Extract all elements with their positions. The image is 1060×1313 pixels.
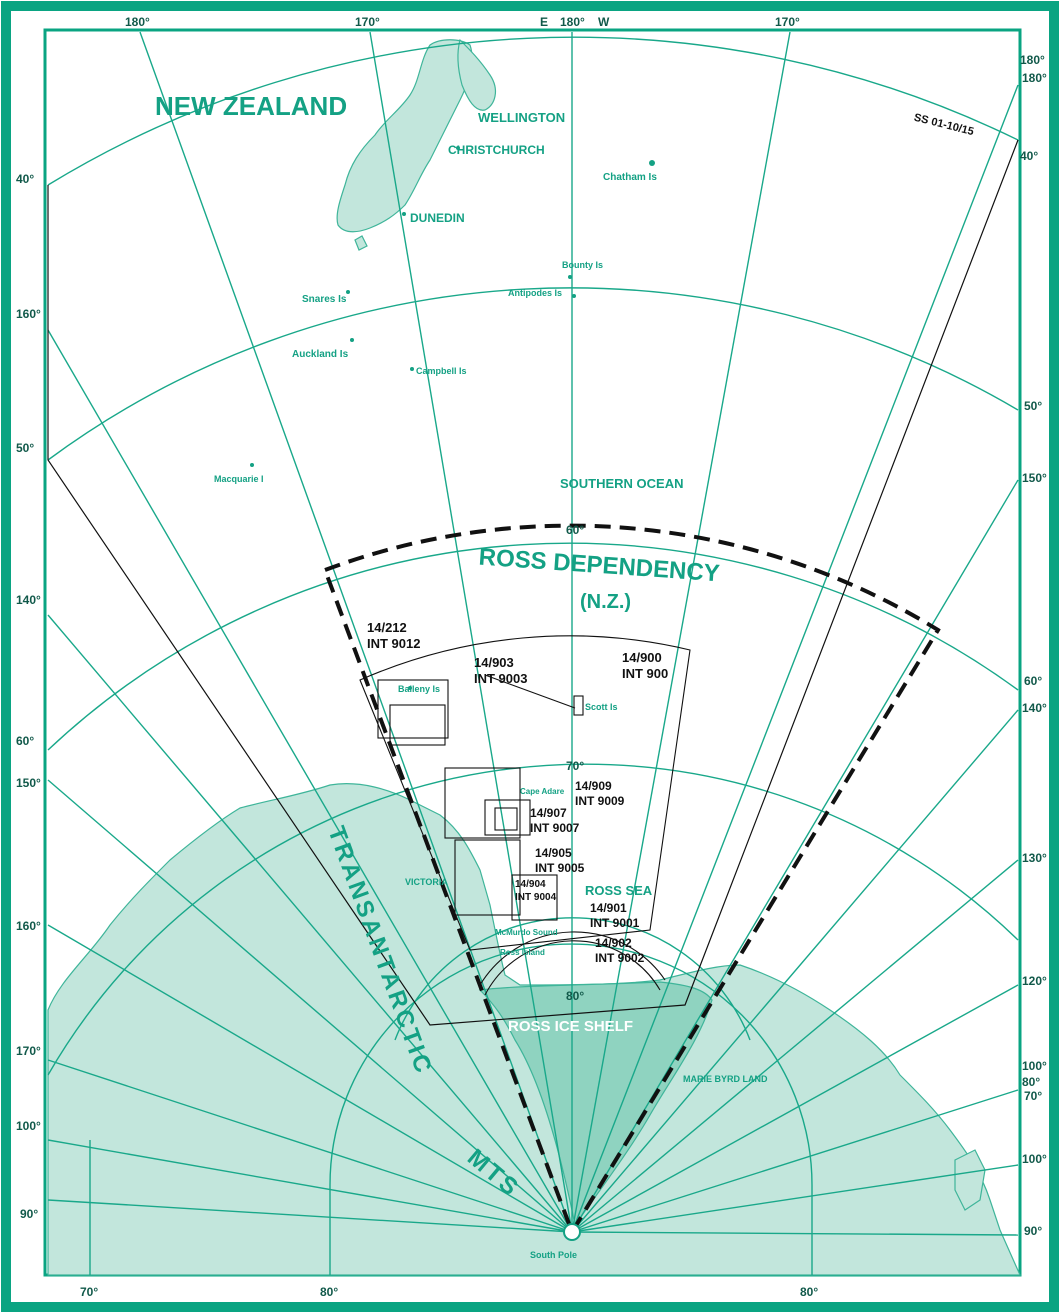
- label-sheet: 14/212: [367, 620, 407, 635]
- inner-lat-label: 60°: [566, 523, 584, 537]
- left-tick-label: 100°: [16, 1119, 41, 1133]
- left-tick-labels: 40° 160° 50° 140° 60° 150° 160° 170° 100…: [16, 172, 41, 1221]
- inner-lat-label: 70°: [566, 759, 584, 773]
- bottom-tick-label: 80°: [320, 1285, 338, 1299]
- left-tick-label: 150°: [16, 776, 41, 790]
- right-tick-label: 50°: [1024, 399, 1042, 413]
- bottom-tick-label: 80°: [800, 1285, 818, 1299]
- right-tick-label: 100°: [1022, 1152, 1047, 1166]
- right-tick-label: 100°: [1022, 1059, 1047, 1073]
- label-sheet-int: INT 9009: [575, 794, 625, 808]
- left-tick-label: 170°: [16, 1044, 41, 1058]
- right-tick-label: 90°: [1024, 1224, 1042, 1238]
- island-markers: [250, 146, 655, 690]
- top-tick-label: 180°: [125, 15, 150, 29]
- left-tick-label: 60°: [16, 734, 34, 748]
- label-balleny: Balleny Is: [398, 684, 440, 694]
- label-chatham: Chatham Is: [603, 172, 657, 183]
- left-tick-label: 160°: [16, 919, 41, 933]
- right-tick-label: 120°: [1022, 974, 1047, 988]
- right-tick-label: 180°: [1022, 71, 1047, 85]
- left-tick-label: 50°: [16, 441, 34, 455]
- left-tick-label: 40°: [16, 172, 34, 186]
- top-tick-label: 180°: [1020, 53, 1045, 67]
- inner-lat-label: 80°: [566, 989, 584, 1003]
- label-campbell: Campbell Is: [416, 366, 467, 376]
- stewart-island: [354, 235, 368, 251]
- label-ross-ice-shelf: ROSS ICE SHELF: [508, 1018, 633, 1035]
- peninsula-island: [954, 1149, 986, 1211]
- label-sheet: 14/907: [530, 806, 567, 820]
- label-cape-adare: Cape Adare: [520, 787, 565, 796]
- label-sheet-int: INT 9002: [595, 951, 645, 965]
- label-christchurch: CHRISTCHURCH: [448, 143, 545, 157]
- right-tick-labels: 180° 40° 50° 150° 60° 140° 130° 120° 100…: [1020, 71, 1047, 1238]
- label-sheet-int: INT 9003: [474, 671, 527, 686]
- right-tick-label: 60°: [1024, 674, 1042, 688]
- label-southern-ocean: SOUTHERN OCEAN: [560, 476, 684, 491]
- label-sheet: 14/901: [590, 901, 627, 915]
- coverage-sector-outer: [47, 139, 1019, 1026]
- meridian-lines: [47, 31, 1019, 1275]
- ross-dependency-boundary: [322, 523, 941, 1237]
- bottom-tick-label: 70°: [80, 1285, 98, 1299]
- right-tick-label: 40°: [1020, 149, 1038, 163]
- label-new-zealand: NEW ZEALAND: [155, 91, 347, 121]
- label-sheet: 14/909: [575, 779, 612, 793]
- top-tick-label: 180°: [560, 15, 585, 29]
- chart-sheet-frames: [359, 635, 691, 996]
- label-sheet-int: INT 9012: [367, 636, 420, 651]
- right-tick-label: 140°: [1022, 701, 1047, 715]
- bottom-tick-labels: 70° 80° 80°: [80, 1285, 818, 1299]
- south-pole-marker: [563, 1223, 581, 1241]
- label-marie-byrd-land: MARIE BYRD LAND: [683, 1074, 768, 1084]
- right-tick-label: 130°: [1022, 851, 1047, 865]
- left-tick-label: 160°: [16, 307, 41, 321]
- label-snares: Snares Is: [302, 294, 347, 305]
- label-sheet: 14/903: [474, 655, 514, 670]
- label-wellington: WELLINGTON: [478, 110, 565, 125]
- label-scott: Scott Is: [585, 702, 618, 712]
- label-sheet-int: INT 9005: [535, 861, 585, 875]
- label-sheet: 14/905: [535, 846, 572, 860]
- label-sheet-int: INT 9007: [530, 821, 580, 835]
- label-mcmurdo: McMurdo Sound: [495, 928, 558, 937]
- label-sheet-int: INT 9001: [590, 916, 640, 930]
- top-tick-labels: 180° 170° E 180° W 170° 180°: [125, 15, 1045, 67]
- top-tick-label: E: [540, 15, 548, 29]
- label-victoria-land: VICTORIA: [405, 877, 448, 887]
- top-tick-label: W: [598, 15, 610, 29]
- label-sheet: 14/902: [595, 936, 632, 950]
- label-sheet-int: INT 900: [622, 666, 668, 681]
- label-macquarie: Macquarie I: [214, 474, 264, 484]
- top-tick-label: 170°: [355, 15, 380, 29]
- label-ross-sea: ROSS SEA: [585, 883, 653, 898]
- label-dunedin: DUNEDIN: [410, 211, 465, 225]
- label-antipodes: Antipodes Is: [508, 288, 562, 298]
- right-tick-label: 80°: [1022, 1075, 1040, 1089]
- label-auckland: Auckland Is: [292, 349, 349, 360]
- new-zealand-north-island: [457, 38, 497, 111]
- left-tick-label: 90°: [20, 1207, 38, 1221]
- label-bounty: Bounty Is: [562, 260, 603, 270]
- label-sheet: 14/900: [622, 650, 662, 665]
- inner-latitude-labels: 60° 70° 80°: [566, 523, 584, 1003]
- label-sheet-int: INT 9004: [515, 892, 557, 903]
- right-tick-label: 70°: [1024, 1089, 1042, 1103]
- right-tick-label: 150°: [1022, 471, 1047, 485]
- top-tick-label: 170°: [775, 15, 800, 29]
- left-tick-label: 140°: [16, 593, 41, 607]
- label-ross-dependency-nz: (N.Z.): [580, 591, 631, 613]
- label-sheet: 14/904: [515, 879, 546, 890]
- label-ross-island: Ross Island: [500, 948, 545, 957]
- label-south-pole: South Pole: [530, 1250, 577, 1260]
